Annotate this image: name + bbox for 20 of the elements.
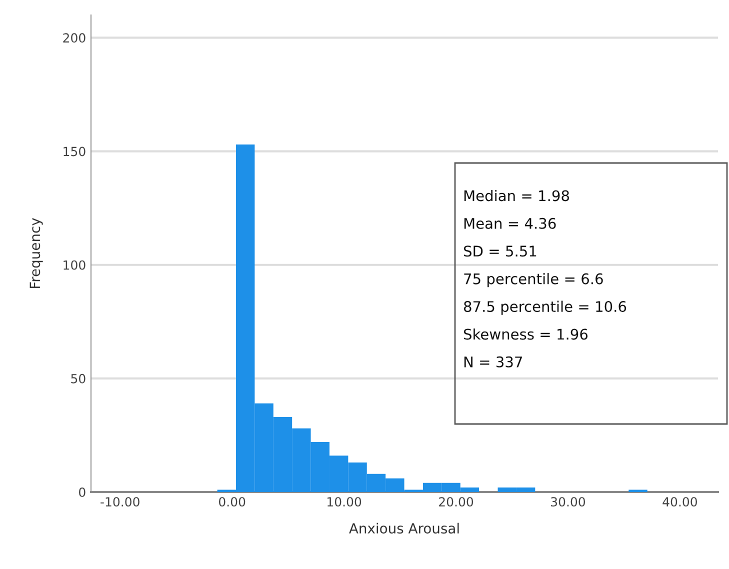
annotation: Skewness = 1.96 bbox=[464, 328, 588, 340]
x-tick-label: 0.00 bbox=[218, 497, 246, 507]
x-axis-title: Anxious Arousal bbox=[349, 522, 459, 534]
y-axis-title: Frequency bbox=[30, 218, 43, 288]
y-tick-label: 150 bbox=[64, 146, 86, 156]
x-tick-label: 30.00 bbox=[551, 497, 586, 507]
y-tick-label: 50 bbox=[71, 374, 86, 384]
x-tick-label: 20.00 bbox=[439, 497, 474, 507]
x-tick-label: -10.00 bbox=[100, 497, 140, 507]
annotation: N = 337 bbox=[464, 356, 522, 368]
annotation: Median = 1.98 bbox=[464, 190, 570, 202]
y-tick-label: 100 bbox=[64, 260, 86, 270]
x-tick-label: 40.00 bbox=[662, 497, 697, 507]
annotation: Mean = 4.36 bbox=[464, 218, 556, 229]
annotation: 75 percentile = 6.6 bbox=[464, 273, 603, 288]
x-tick-label: 10.00 bbox=[328, 497, 362, 507]
y-tick-label: 200 bbox=[63, 33, 86, 43]
annotation: SD = 5.51 bbox=[464, 246, 536, 257]
annotation: 87.5 percentile = 10.6 bbox=[464, 300, 626, 315]
y-tick-label: 0 bbox=[79, 487, 86, 497]
